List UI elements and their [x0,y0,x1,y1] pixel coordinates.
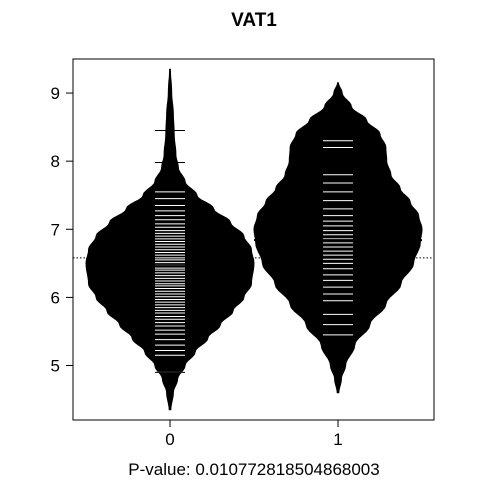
x-axis-label: P-value: 0.010772818504868003 [128,460,379,479]
bean-1 [253,82,423,394]
bean-density-1 [253,82,423,394]
bean-density-0 [85,68,255,411]
y-tick-label: 5 [51,357,60,376]
plot-frame [72,58,435,421]
y-tick-label: 6 [51,288,60,307]
y-tick-label: 9 [51,84,60,103]
y-tick-label: 8 [51,152,60,171]
bean-0 [85,68,255,411]
x-tick-label: 1 [333,430,342,449]
chart-title: VAT1 [231,10,277,31]
y-tick-label: 7 [51,220,60,239]
plot-area [73,68,434,411]
y-axis: 5 6 7 8 9 [51,84,73,376]
x-tick-label: 0 [165,430,174,449]
